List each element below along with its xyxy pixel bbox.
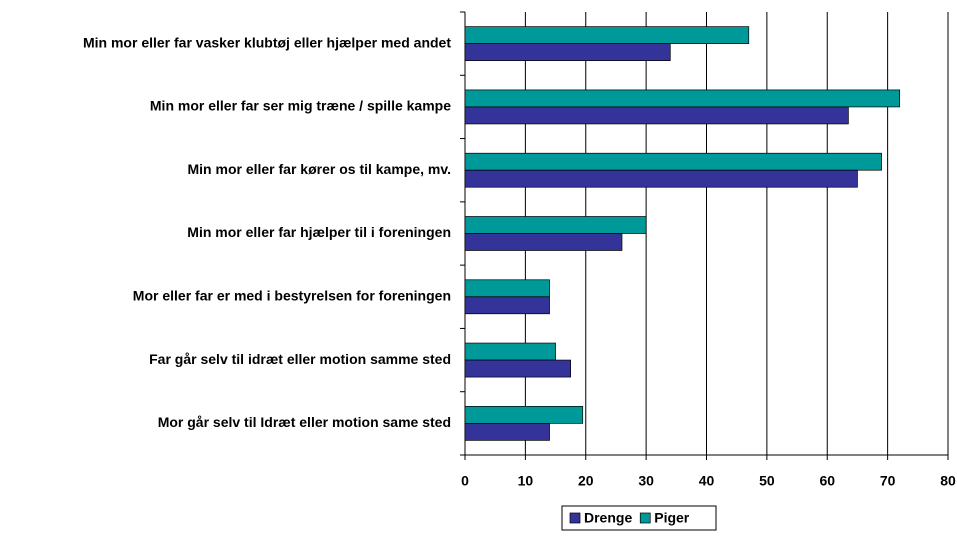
bar <box>464 152 882 171</box>
bar <box>464 216 647 234</box>
x-tick-label: 0 <box>461 473 469 489</box>
bar <box>464 106 849 125</box>
bar <box>464 406 584 424</box>
x-tick-label: 50 <box>759 473 775 489</box>
x-tick-label: 40 <box>699 473 715 489</box>
x-tick-label: 20 <box>578 473 594 489</box>
bar <box>464 26 750 44</box>
category-label: Min mor eller far ser mig træne / spille… <box>150 98 451 114</box>
category-label: Far går selv til idræt eller motion samm… <box>149 351 451 367</box>
category-label: Min mor eller far kører os til kampe, mv… <box>188 161 452 177</box>
legend-box <box>561 505 717 531</box>
bar <box>464 342 556 361</box>
legend-swatch <box>569 512 581 524</box>
legend-label: Drenge <box>584 510 632 526</box>
bar <box>464 423 550 441</box>
x-tick-label: 10 <box>518 473 534 489</box>
bar <box>464 296 550 315</box>
category-label: Min mor eller far hjælper til i forening… <box>187 224 451 240</box>
bar <box>464 169 858 188</box>
category-label: Mor går selv til Idræt eller motion same… <box>158 414 451 430</box>
x-tick-label: 70 <box>880 473 896 489</box>
bar <box>464 359 572 378</box>
category-label: Mor eller far er med i bestyrelsen for f… <box>133 287 451 303</box>
bar <box>464 233 623 251</box>
legend-label: Piger <box>654 510 690 526</box>
legend-swatch <box>639 512 651 524</box>
category-label: Min mor eller far vasker klubtøj eller h… <box>83 34 451 50</box>
bar <box>464 279 550 298</box>
bar <box>464 89 901 108</box>
x-tick-label: 30 <box>638 473 654 489</box>
x-tick-label: 80 <box>940 473 956 489</box>
bar <box>464 43 671 61</box>
x-tick-label: 60 <box>819 473 835 489</box>
